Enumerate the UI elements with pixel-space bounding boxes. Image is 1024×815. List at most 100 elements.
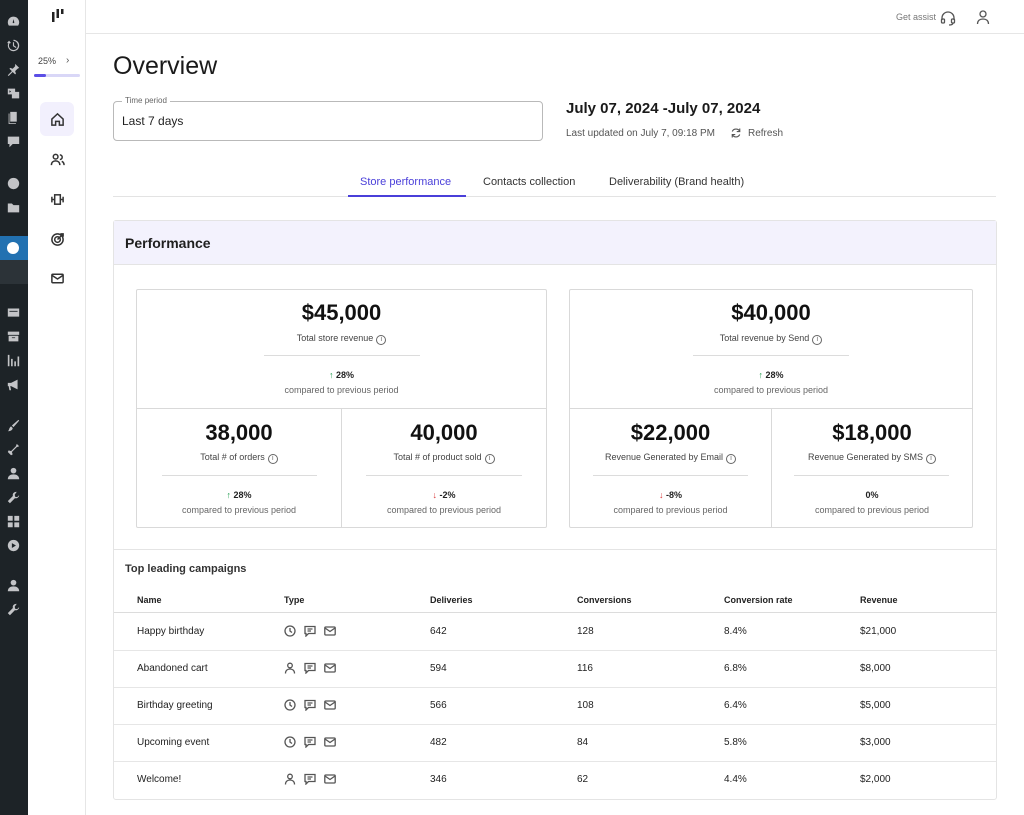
brush-icon[interactable] <box>6 418 20 432</box>
info-icon[interactable]: i <box>376 335 387 345</box>
time-period-select[interactable] <box>113 101 543 141</box>
campaigns-title: Top leading campaigns <box>125 563 247 575</box>
campaign-name[interactable]: Abandoned cart <box>137 663 208 674</box>
history-icon[interactable] <box>6 38 20 52</box>
column-header-conversion-rate[interactable]: Conversion rate <box>724 595 793 605</box>
conversions-cell: 108 <box>577 700 594 711</box>
nav-flows[interactable] <box>40 182 74 216</box>
comments-icon[interactable] <box>6 134 20 148</box>
tab-store-performance[interactable]: Store performance <box>360 176 452 188</box>
compare-text: compared to previous period <box>181 505 297 515</box>
divider <box>341 409 342 527</box>
email-revenue-value: $22,000 <box>630 420 711 445</box>
column-header-name[interactable]: Name <box>137 595 162 605</box>
conversion-rate-cell: 8.4% <box>724 626 747 637</box>
folder-icon[interactable] <box>6 200 20 214</box>
delta-value: -2% <box>439 490 456 500</box>
campaign-name[interactable]: Welcome! <box>137 774 182 785</box>
column-header-type[interactable]: Type <box>284 595 305 605</box>
wrench-icon[interactable] <box>6 602 20 616</box>
delta-value: 28% <box>765 370 784 380</box>
refresh-icon[interactable] <box>730 127 742 139</box>
clock-icon <box>284 699 296 711</box>
arrow-down-icon: ↓ <box>432 490 440 500</box>
clock-icon <box>284 736 296 748</box>
active-submenu <box>0 260 28 284</box>
info-icon[interactable]: i <box>484 454 495 464</box>
column-header-revenue[interactable]: Revenue <box>860 595 898 605</box>
tab-contacts-collection[interactable]: Contacts collection <box>483 176 576 188</box>
compare-text: compared to previous period <box>386 505 502 515</box>
user-account-icon[interactable] <box>975 9 991 25</box>
row-divider <box>114 687 996 688</box>
column-header-conversions[interactable]: Conversions <box>577 595 632 605</box>
box-icon[interactable] <box>6 329 20 343</box>
conversion-rate-cell: 6.8% <box>724 663 747 674</box>
bars-icon[interactable] <box>6 353 20 367</box>
users-icon <box>50 153 65 165</box>
column-header-deliveries[interactable]: Deliveries <box>430 595 473 605</box>
play-icon[interactable] <box>6 538 20 552</box>
conversions-cell: 62 <box>577 774 589 785</box>
compare-text: compared to previous period <box>713 385 829 395</box>
flow-icon <box>50 193 64 205</box>
info-icon[interactable]: i <box>726 454 737 464</box>
mail-icon <box>324 737 336 747</box>
progress-fill <box>34 74 46 77</box>
dashboard-icon[interactable] <box>6 14 20 28</box>
tab-deliverability[interactable]: Deliverability (Brand health) <box>609 176 745 188</box>
total-orders-label: Total # of orders i <box>137 452 341 464</box>
user-icon[interactable] <box>6 466 20 480</box>
info-icon[interactable]: i <box>812 335 823 345</box>
revenue-cell: $8,000 <box>860 663 891 674</box>
deliveries-cell: 346 <box>430 774 447 785</box>
tools-icon[interactable] <box>6 442 20 456</box>
headset-icon[interactable] <box>940 10 956 26</box>
metric-label-text: Total revenue by Send <box>719 333 810 343</box>
campaign-type-icons <box>284 662 336 674</box>
card-icon[interactable] <box>6 305 20 319</box>
user-icon[interactable] <box>6 578 20 592</box>
media-icon[interactable] <box>6 86 20 100</box>
nav-campaigns[interactable] <box>40 222 74 256</box>
plugin-icon[interactable] <box>6 176 20 190</box>
arrow-up-icon: ↑ <box>226 490 234 500</box>
campaign-name[interactable]: Upcoming event <box>137 737 210 748</box>
nav-contacts[interactable] <box>40 142 74 176</box>
chevron-right-icon[interactable]: › <box>66 55 70 66</box>
home-icon <box>50 112 64 126</box>
metric-label-text: Total # of product sold <box>393 452 482 462</box>
campaign-name[interactable]: Happy birthday <box>137 626 205 637</box>
conversions-cell: 128 <box>577 626 594 637</box>
get-assist-link[interactable]: Get assist <box>895 12 936 22</box>
time-period-value[interactable]: Last 7 days <box>122 114 184 128</box>
compare-text: compared to previous period <box>284 385 399 395</box>
circle-icon <box>7 242 19 254</box>
last-updated: Last updated on July 7, 09:18 PM <box>566 128 715 139</box>
brand-logo[interactable] <box>52 9 64 23</box>
performance-card <box>113 220 997 800</box>
arrow-up-icon: ↑ <box>328 370 336 380</box>
grid-icon[interactable] <box>6 514 20 528</box>
person-icon <box>284 662 296 674</box>
conversion-rate-cell: 5.8% <box>724 737 747 748</box>
pages-icon[interactable] <box>6 110 20 124</box>
refresh-button[interactable]: Refresh <box>748 128 784 139</box>
mail-icon <box>324 626 336 636</box>
top-bar: Get assist <box>86 0 1024 34</box>
delta-value: -8% <box>666 490 683 500</box>
email-revenue-delta: ↓ -8% <box>570 490 771 500</box>
nav-email[interactable] <box>40 261 74 295</box>
pin-icon[interactable] <box>6 62 20 76</box>
sms-revenue-delta: 0% <box>865 490 879 500</box>
info-icon[interactable]: i <box>267 454 278 464</box>
info-icon[interactable]: i <box>926 454 937 464</box>
megaphone-icon[interactable] <box>6 377 20 391</box>
nav-home[interactable] <box>40 102 74 136</box>
delta-value: 28% <box>336 370 355 380</box>
wrench-icon[interactable] <box>6 490 20 504</box>
conversion-rate-cell: 4.4% <box>724 774 747 785</box>
divider <box>137 408 546 409</box>
deliveries-cell: 594 <box>430 663 447 674</box>
campaign-name[interactable]: Birthday greeting <box>137 700 213 711</box>
